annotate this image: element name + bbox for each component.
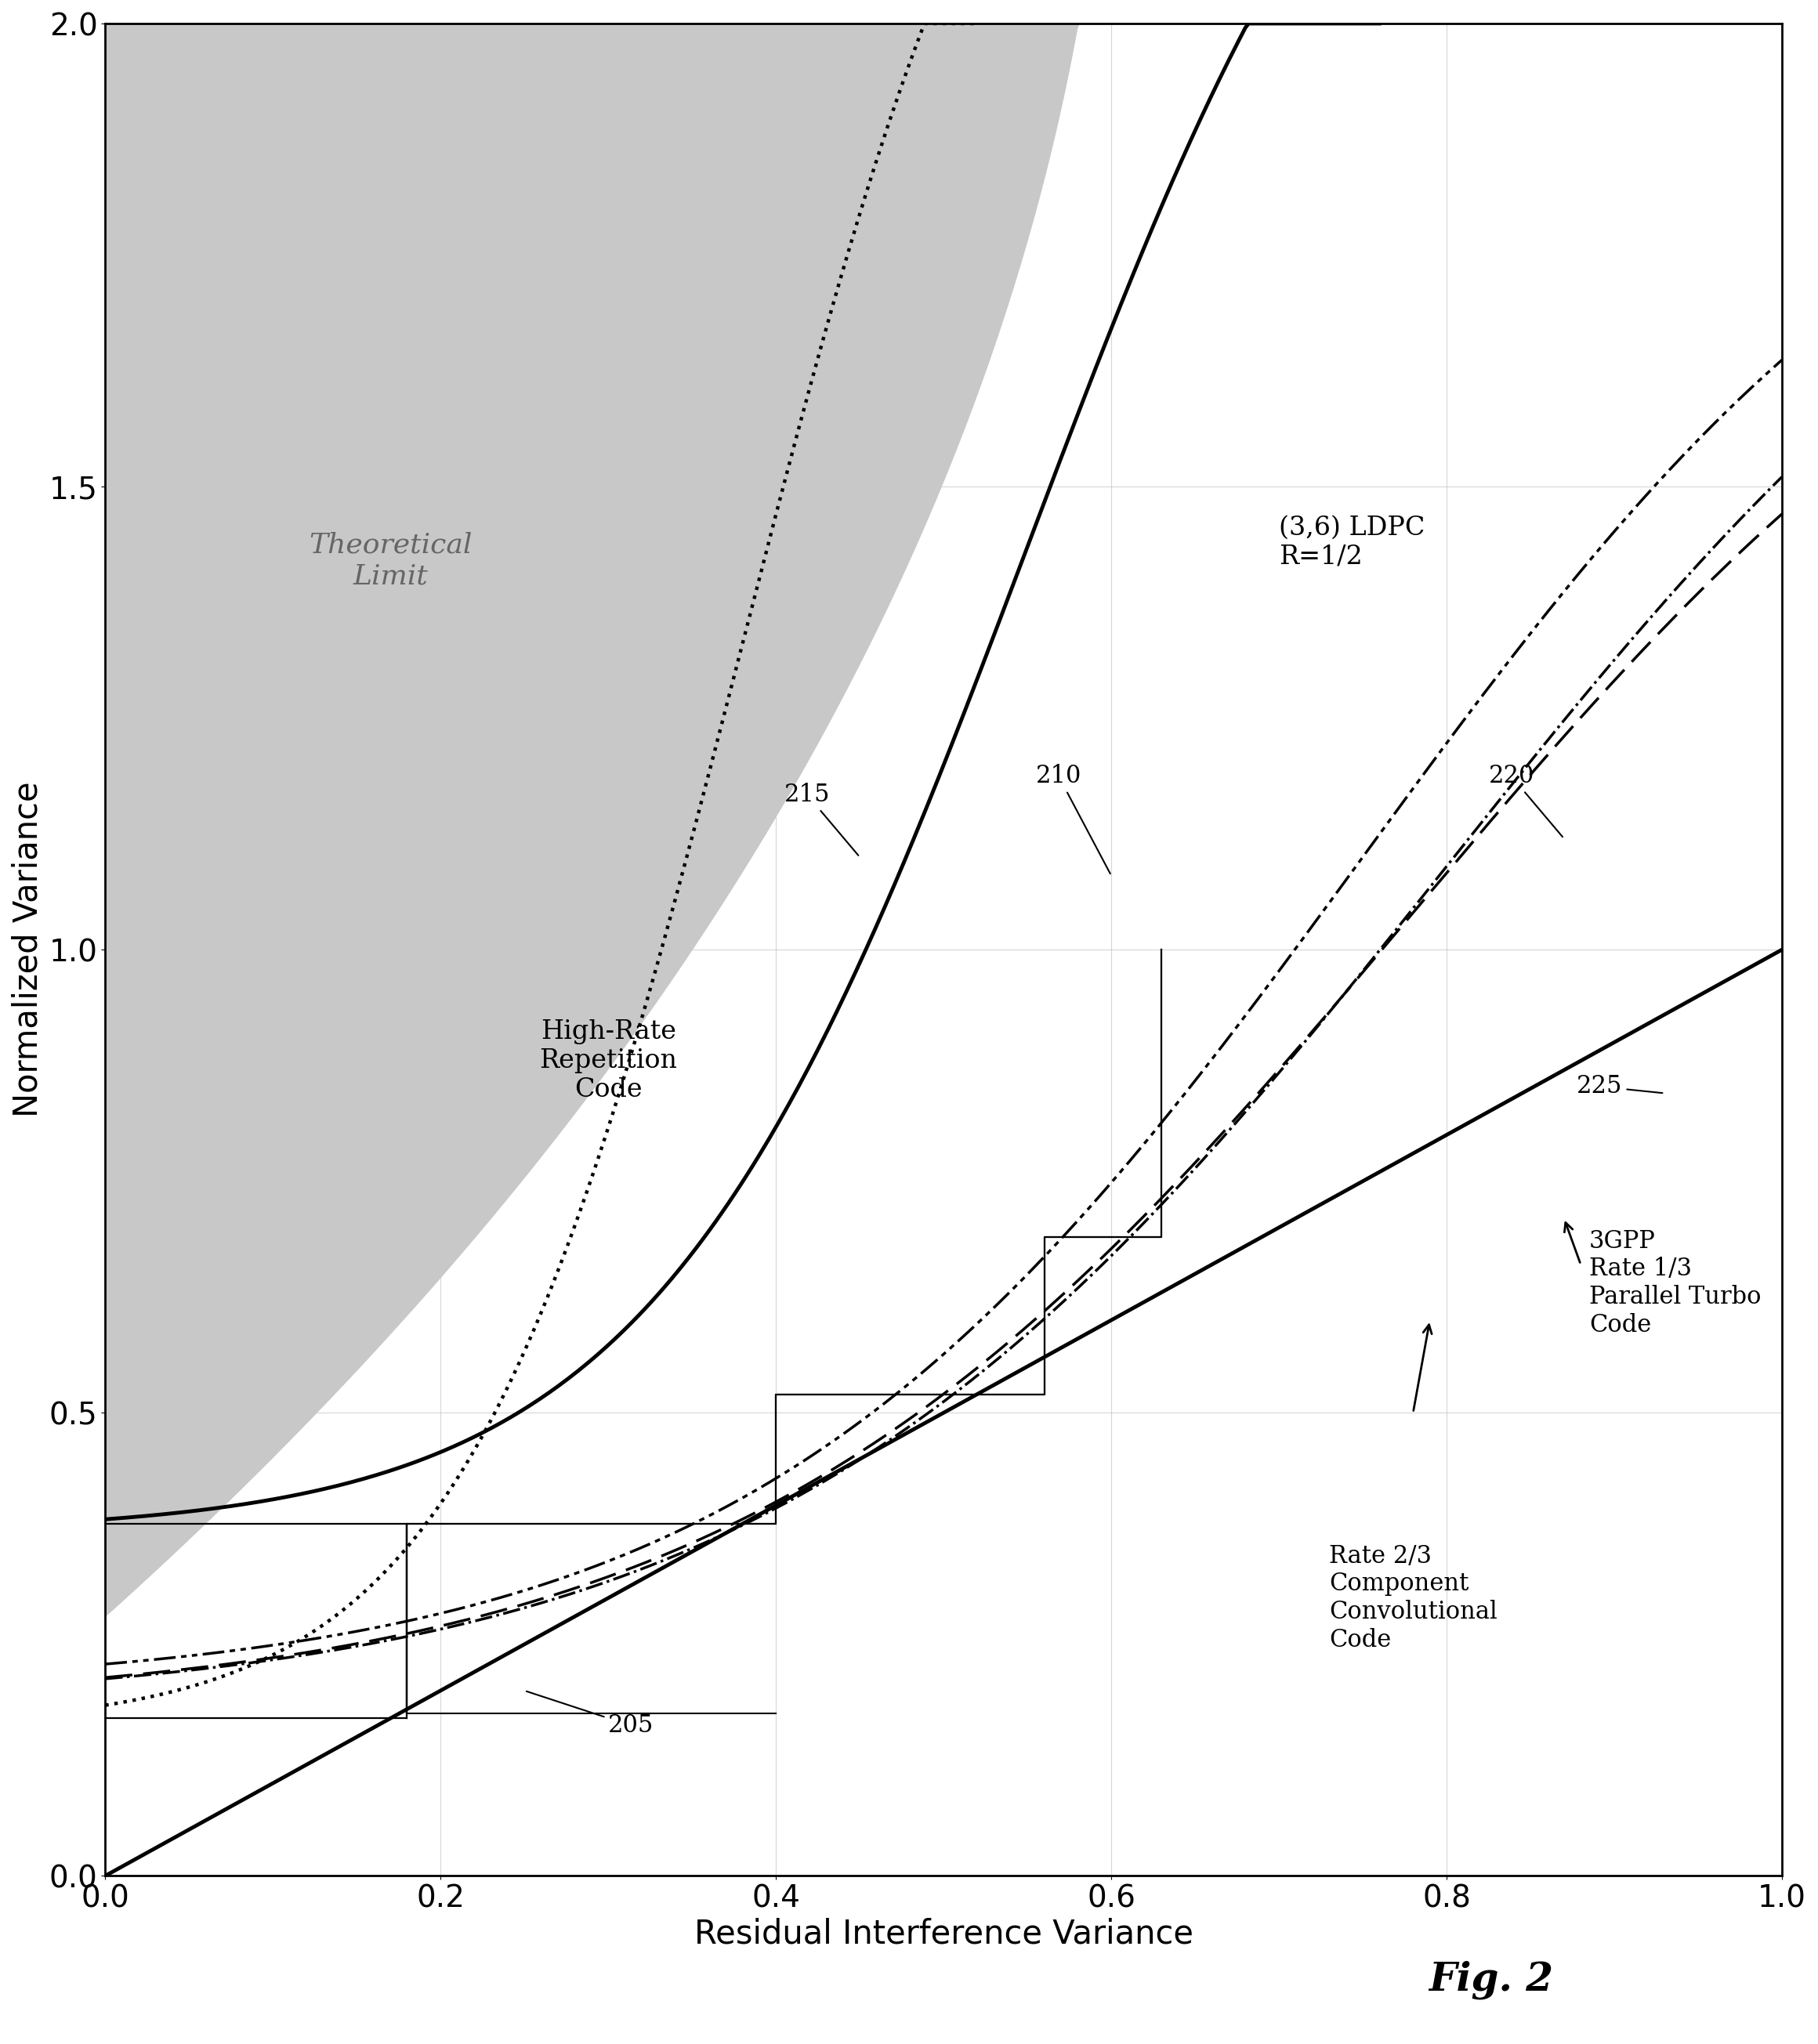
Text: 215: 215 — [784, 783, 858, 854]
Text: 205: 205 — [527, 1690, 654, 1737]
Polygon shape — [105, 22, 1080, 1617]
Text: (3,6) LDPC
R=1/2: (3,6) LDPC R=1/2 — [1278, 515, 1425, 568]
Text: Rate 2/3
Component
Convolutional
Code: Rate 2/3 Component Convolutional Code — [1329, 1543, 1498, 1652]
Text: Fig. 2: Fig. 2 — [1429, 1960, 1553, 1999]
Text: Theoretical
Limit: Theoretical Limit — [309, 531, 473, 589]
Y-axis label: Normalized Variance: Normalized Variance — [11, 781, 45, 1118]
X-axis label: Residual Interference Variance: Residual Interference Variance — [694, 1917, 1193, 1950]
Text: High-Rate
Repetition
Code: High-Rate Repetition Code — [540, 1020, 676, 1102]
Text: 220: 220 — [1489, 764, 1563, 836]
Text: 210: 210 — [1036, 764, 1111, 873]
Text: 225: 225 — [1576, 1075, 1662, 1100]
Text: 3GPP
Rate 1/3
Parallel Turbo
Code: 3GPP Rate 1/3 Parallel Turbo Code — [1589, 1228, 1762, 1337]
